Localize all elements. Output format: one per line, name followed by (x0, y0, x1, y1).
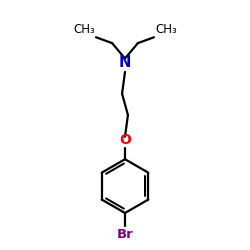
Text: CH₃: CH₃ (73, 23, 95, 36)
Text: O: O (119, 132, 131, 146)
Text: Br: Br (116, 228, 134, 241)
Text: CH₃: CH₃ (155, 23, 177, 36)
Text: N: N (119, 55, 131, 70)
